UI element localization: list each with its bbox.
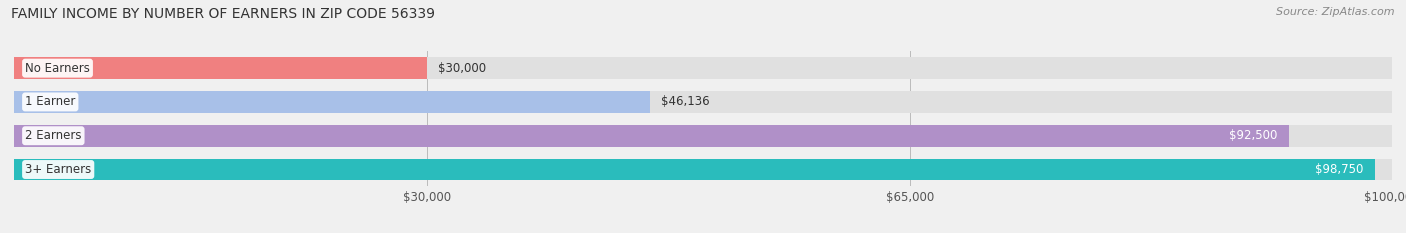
Text: 1 Earner: 1 Earner [25, 96, 76, 108]
Text: $92,500: $92,500 [1229, 129, 1278, 142]
Text: No Earners: No Earners [25, 62, 90, 75]
Bar [14, 125, 1289, 147]
Text: FAMILY INCOME BY NUMBER OF EARNERS IN ZIP CODE 56339: FAMILY INCOME BY NUMBER OF EARNERS IN ZI… [11, 7, 436, 21]
Bar [14, 91, 650, 113]
Bar [14, 158, 1375, 181]
Bar [14, 57, 1392, 79]
Bar [14, 125, 1392, 147]
Bar [14, 57, 427, 79]
Text: Source: ZipAtlas.com: Source: ZipAtlas.com [1277, 7, 1395, 17]
Text: 2 Earners: 2 Earners [25, 129, 82, 142]
Text: $98,750: $98,750 [1316, 163, 1364, 176]
Bar [14, 91, 1392, 113]
Text: $46,136: $46,136 [661, 96, 710, 108]
Text: $30,000: $30,000 [439, 62, 486, 75]
Bar [14, 158, 1392, 181]
Text: 3+ Earners: 3+ Earners [25, 163, 91, 176]
